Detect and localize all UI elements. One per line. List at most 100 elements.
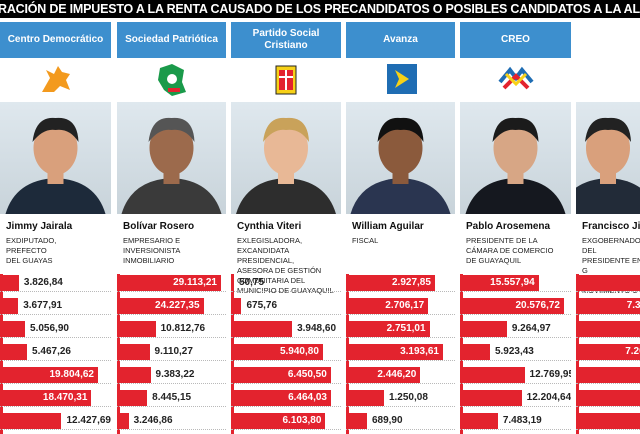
bar-row: 7.327,3	[576, 297, 640, 315]
bar-row: 7.202,6	[576, 343, 640, 361]
bar	[117, 367, 151, 383]
value-label: 6.464,03	[288, 392, 327, 403]
value-label: 12.769,95	[529, 369, 571, 380]
psc-logo-icon	[266, 62, 306, 98]
dotted-guide	[231, 337, 341, 338]
bar-row: 6.450,50	[231, 366, 341, 384]
bar	[346, 367, 421, 383]
dotted-guide	[0, 337, 111, 338]
bar-row: 6.103,80	[231, 412, 341, 430]
bar-row: 675,76	[231, 297, 341, 315]
candidate-photo	[0, 102, 111, 214]
dotted-guide	[0, 291, 111, 292]
dotted-guide	[117, 314, 226, 315]
value-label: 5.940,80	[279, 346, 319, 357]
bar	[117, 298, 204, 314]
dotted-guide	[0, 360, 111, 361]
dotted-guide	[231, 360, 341, 361]
value-label: 2.446,20	[377, 369, 417, 380]
party-header: Avanza	[346, 22, 455, 58]
value-label: 3.948,60	[297, 323, 337, 334]
bar-row: 9.983	[576, 389, 640, 407]
dotted-guide	[576, 314, 640, 315]
bar-row: 8.817	[576, 320, 640, 338]
bar	[231, 275, 234, 291]
value-label: 19.804,62	[49, 369, 95, 380]
candidate-photo	[346, 102, 455, 214]
value-label: 18.470,31	[42, 392, 88, 403]
bar	[0, 275, 19, 291]
bar	[460, 321, 507, 337]
value-label: 3.826,84	[23, 277, 63, 288]
infographic-title-bar: RACIÓN DE IMPUESTO A LA RENTA CAUSADO DE…	[0, 0, 640, 18]
dotted-guide	[0, 314, 111, 315]
bar-row: 1.250,08	[346, 389, 455, 407]
bar-row: 8.445,15	[117, 389, 226, 407]
infographic-title: RACIÓN DE IMPUESTO A LA RENTA CAUSADO DE…	[0, 2, 640, 16]
candidate-name: Francisco Jim	[582, 221, 640, 232]
bar	[346, 275, 435, 291]
candidate-name: Jimmy Jairala	[6, 221, 73, 232]
value-label: 1.250,08	[388, 392, 428, 403]
candidate-name: Cynthia Viteri	[237, 221, 302, 232]
bar-row: 24.227,35	[117, 297, 226, 315]
dotted-guide	[460, 291, 571, 292]
value-label: 3.677,91	[23, 300, 63, 311]
bar	[576, 413, 640, 429]
value-label: 689,90	[371, 415, 403, 426]
candidate-name: William Aguilar	[352, 221, 424, 232]
creo-logo-icon	[496, 62, 536, 98]
party-header: Centro Democrático	[0, 22, 111, 58]
bar-row: 3.246,86	[117, 412, 226, 430]
candidate-name: Pablo Arosemena	[466, 221, 551, 232]
dotted-guide	[576, 291, 640, 292]
dotted-guide	[0, 406, 111, 407]
bar	[576, 321, 640, 337]
bar	[460, 367, 525, 383]
bar-row: 9.383,22	[117, 366, 226, 384]
value-label: 9.264,97	[511, 323, 551, 334]
bar	[231, 344, 323, 360]
dotted-guide	[346, 337, 455, 338]
bar-row: 5.923,43	[460, 343, 571, 361]
dotted-guide	[576, 360, 640, 361]
bar	[0, 367, 98, 383]
bar-row: 10.812,76	[117, 320, 226, 338]
dotted-guide	[231, 429, 341, 430]
party-header: Partido Social Cristiano	[231, 22, 341, 58]
bar-row: 7.483,19	[460, 412, 571, 430]
bar	[0, 390, 92, 406]
value-label: 9.383,22	[155, 369, 195, 380]
value-label: 5.923,43	[494, 346, 534, 357]
dotted-guide	[117, 406, 226, 407]
value-label: 29.113,21	[173, 277, 217, 288]
candidate-column: Avanza William Aguilar FISCAL 2.927,85 2.706…	[346, 18, 455, 434]
candidate-role: FISCAL	[352, 236, 379, 245]
horse-logo-icon	[36, 62, 76, 98]
bar	[117, 321, 156, 337]
dotted-guide	[231, 383, 341, 384]
bar-row: 8.666	[576, 274, 640, 292]
party-header: Sociedad Patriótica	[117, 22, 226, 58]
bar-row: 3.948,60	[231, 320, 341, 338]
dotted-guide	[0, 383, 111, 384]
value-label: 7.483,19	[502, 415, 542, 426]
candidate-photo	[460, 102, 571, 214]
bar-row: 6.464,03	[231, 389, 341, 407]
value-label: 2.706,17	[385, 300, 425, 311]
bar	[346, 298, 429, 314]
bar-row: 2.751,01	[346, 320, 455, 338]
value-label: 20.576,72	[515, 300, 561, 311]
bar-row: 5.940,80	[231, 343, 341, 361]
avanza-logo-icon	[381, 62, 421, 98]
dotted-guide	[576, 383, 640, 384]
bar-row: 12.204,64	[460, 389, 571, 407]
dotted-guide	[0, 429, 111, 430]
candidate-photo	[231, 102, 341, 214]
party-header: CREO	[460, 22, 571, 58]
bar-row: 9.446	[576, 366, 640, 384]
dotted-guide	[117, 383, 226, 384]
dotted-guide	[231, 314, 341, 315]
bar	[231, 298, 242, 314]
bar	[231, 367, 331, 383]
